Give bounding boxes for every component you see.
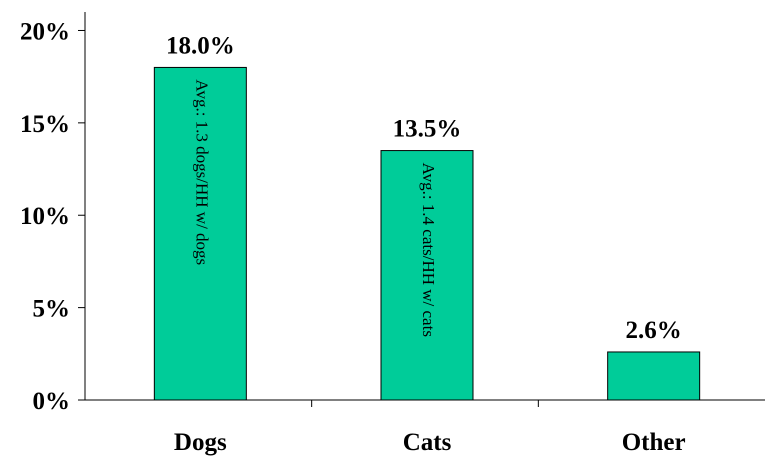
y-tick-label: 20%	[20, 18, 70, 45]
bar-cats	[380, 150, 474, 401]
y-tick-label: 0%	[33, 388, 71, 415]
category-label: Dogs	[174, 429, 227, 456]
y-tick-label: 10%	[20, 203, 70, 230]
chart-labels: 0% 5% 10% 15% 20% 18.0% Dogs Avg.: 1.3 dogs/HH …	[20, 18, 686, 456]
y-tick-label: 15%	[20, 111, 70, 138]
data-label: 13.5%	[393, 116, 462, 143]
category-label: Other	[622, 429, 686, 456]
data-label: 18.0%	[166, 32, 235, 59]
bar-other	[607, 351, 701, 401]
y-tick-label: 5%	[33, 296, 71, 323]
category-label: Cats	[403, 429, 452, 456]
bar-dogs	[153, 66, 247, 401]
data-label: 2.6%	[626, 317, 682, 344]
bar-annotation: Avg.: 1.3 dogs/HH w/ dogs	[192, 79, 211, 265]
chart-bars	[153, 66, 701, 401]
bar-annotation: Avg.: 1.4 cats/HH w/ cats	[419, 163, 438, 337]
